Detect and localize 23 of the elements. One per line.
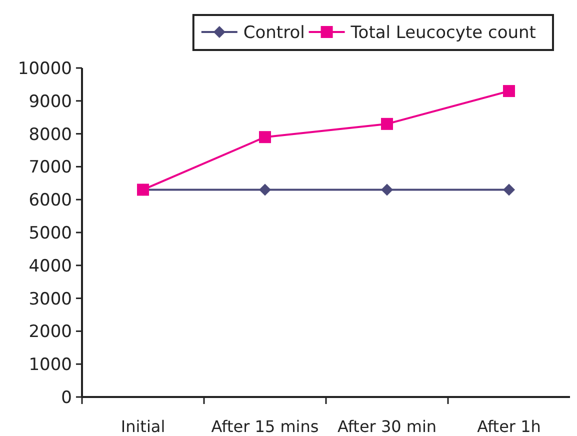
legend-label: Total Leucocyte count <box>350 23 536 43</box>
point <box>503 85 515 98</box>
y-tick-label: 10000 <box>18 58 72 79</box>
y-tick-label: 3000 <box>28 289 72 310</box>
y-tick-label: 7000 <box>28 158 72 178</box>
point <box>503 184 515 196</box>
point <box>259 131 271 144</box>
y-tick-label: 8000 <box>28 124 72 145</box>
legend-label: Control <box>243 23 305 43</box>
x-tick-label: After 30 min <box>337 417 437 436</box>
y-tick-label: 4000 <box>28 256 72 276</box>
point <box>381 118 393 130</box>
y-tick-label: 5000 <box>28 223 72 244</box>
x-tick-label: After 15 mins <box>211 417 319 436</box>
x-tick-label: Initial <box>120 417 166 436</box>
point <box>381 184 393 196</box>
x-tick-label: After 1h <box>477 417 541 436</box>
point <box>259 184 271 196</box>
y-tick-label: 2000 <box>28 322 72 342</box>
y-tick-label: 6000 <box>28 190 72 211</box>
y-tick-label: 0 <box>61 388 72 408</box>
y-tick-label: 9000 <box>28 92 72 112</box>
y-tick-label: 1000 <box>28 355 72 376</box>
